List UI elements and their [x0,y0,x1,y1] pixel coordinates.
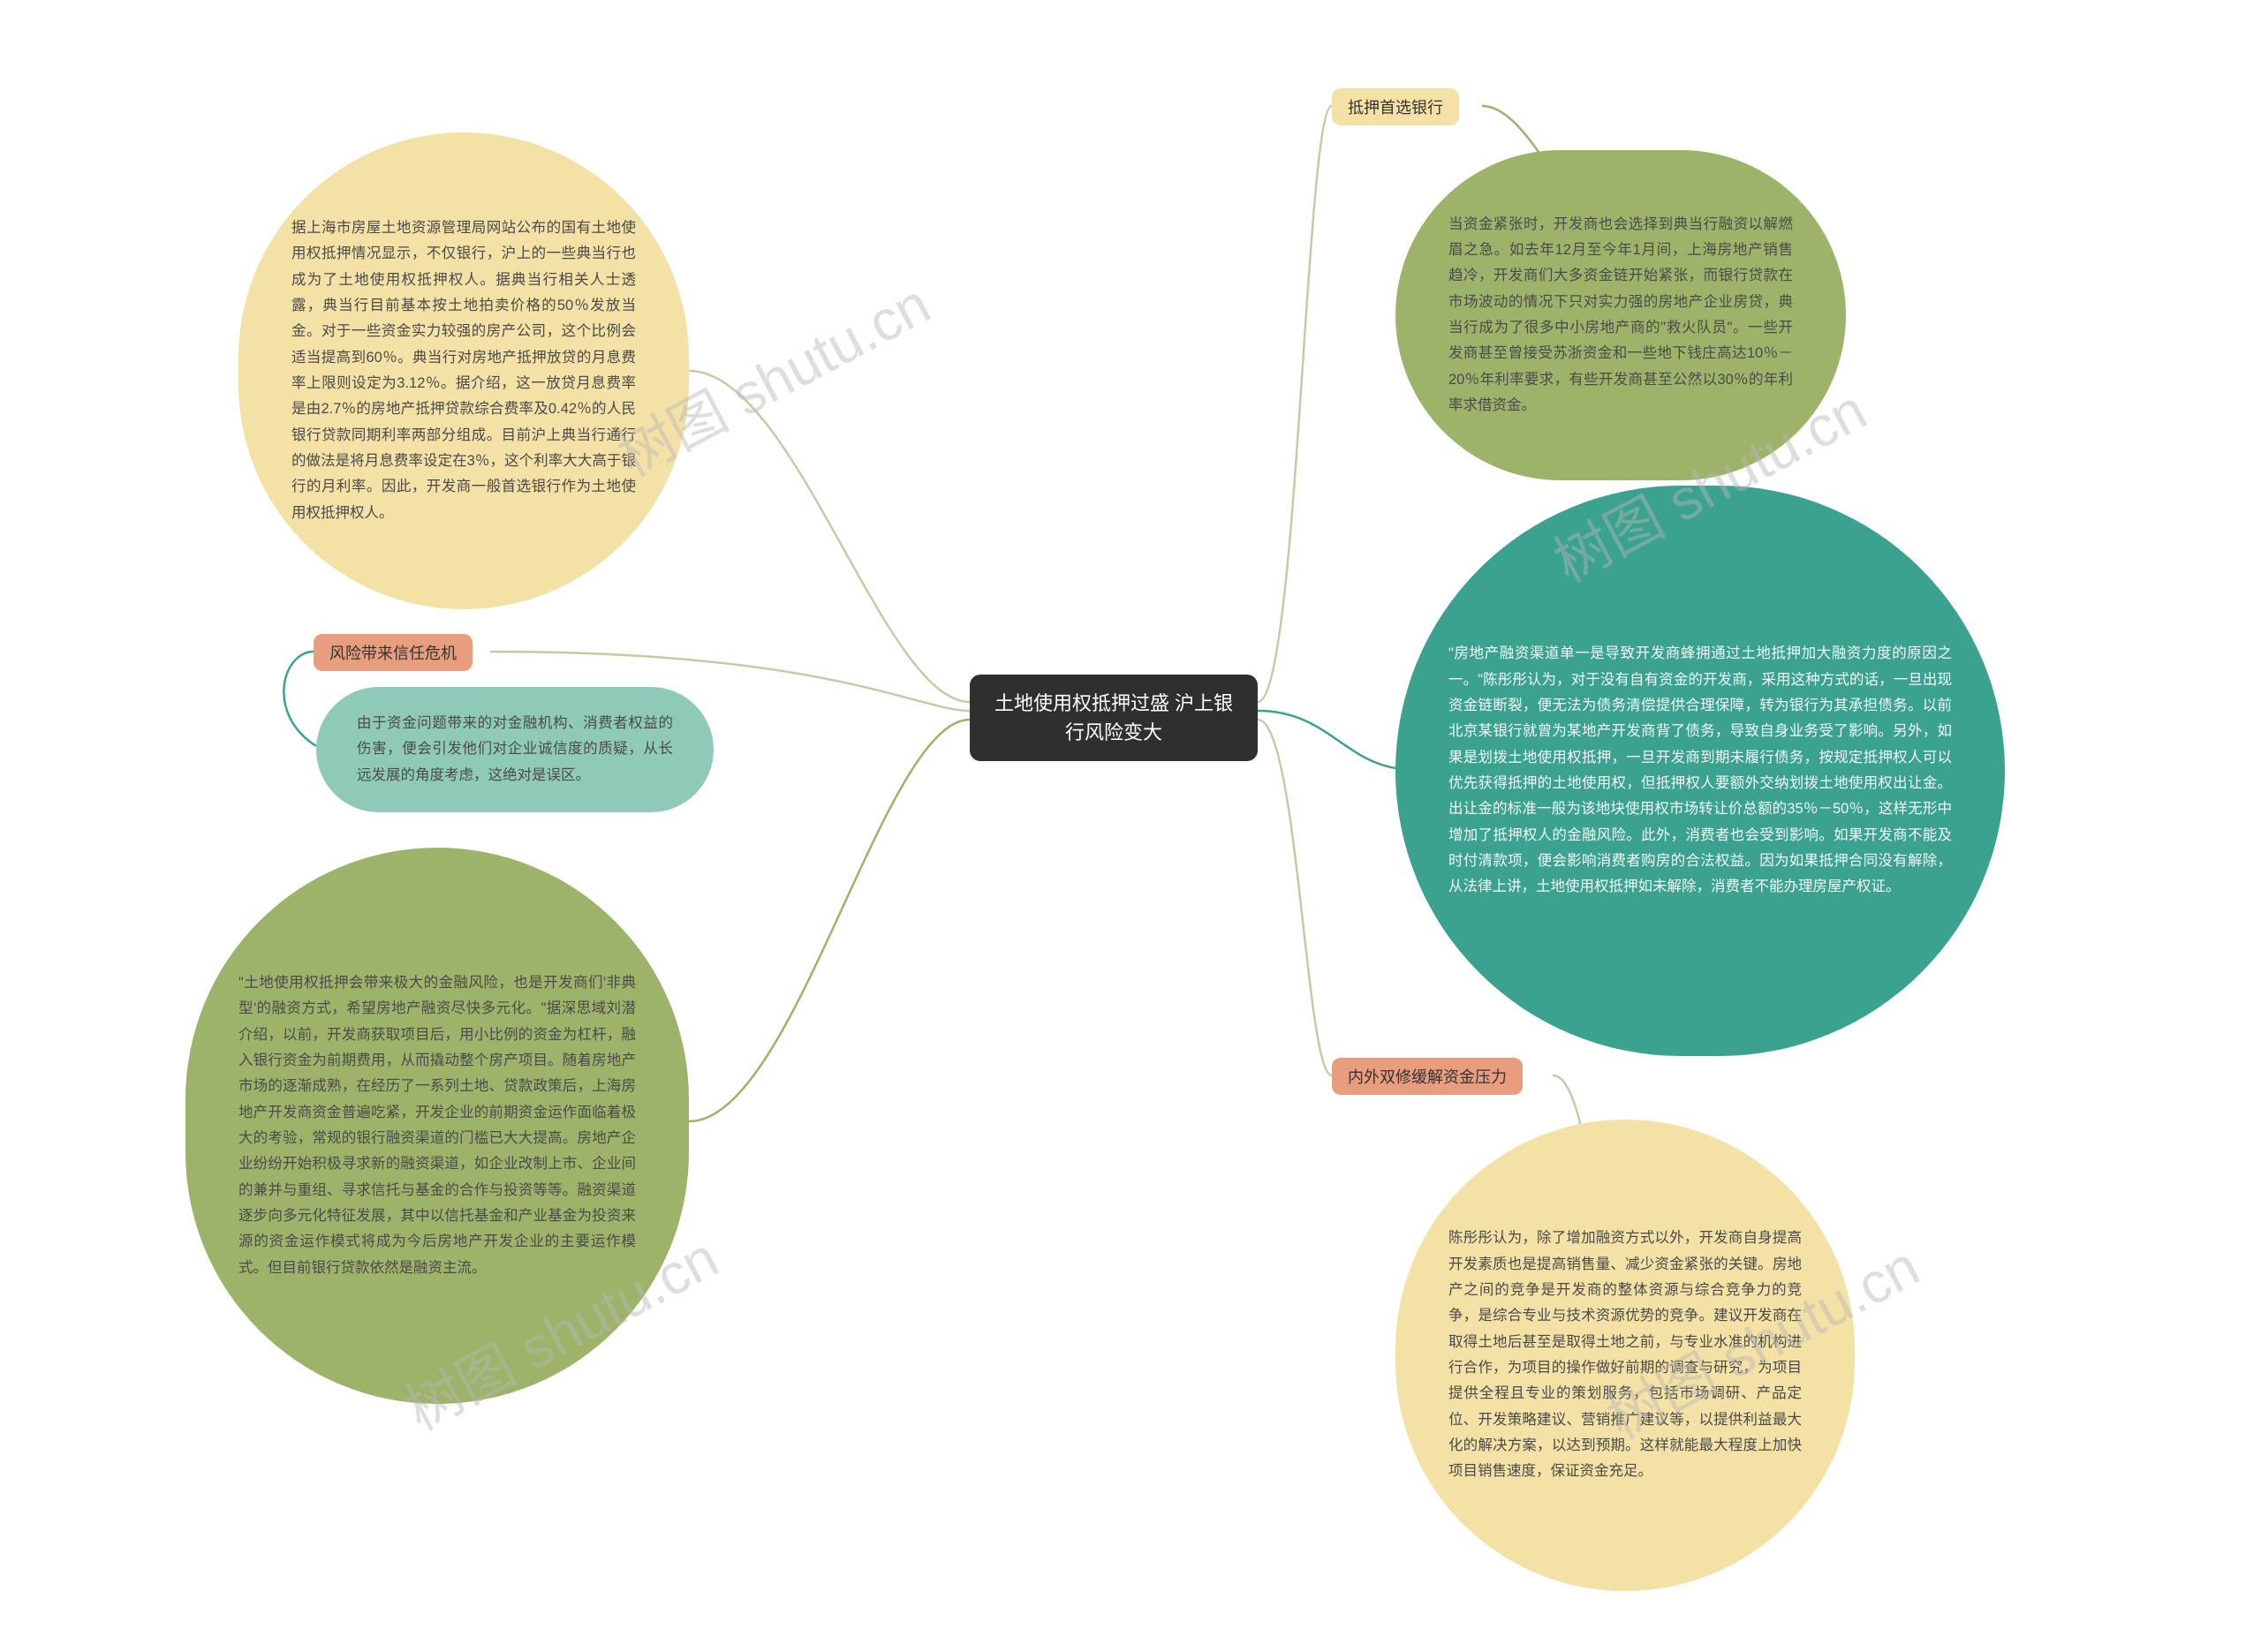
blob-text: 当资金紧张时，开发商也会选择到典当行融资以解燃眉之急。如去年12月至今年1月间，… [1448,212,1793,419]
tag-label: 抵押首选银行 [1348,99,1443,117]
blob-mid-left: 由于资金问题带来的对金融机构、消费者权益的伤害，便会引发他们对企业诚信度的质疑，… [316,687,714,812]
tag-mortgage-bank: 抵押首选银行 [1332,88,1459,125]
blob-text: "土地使用权抵押会带来极大的金融风险，也是开发商们'非典型'的融资方式，希望房地… [238,970,636,1281]
root-node: 土地使用权抵押过盛 沪上银行风险变大 [970,675,1258,761]
blob-top-left: 据上海市房屋土地资源管理局网站公布的国有土地使用权抵押情况显示，不仅银行，沪上的… [238,132,689,609]
blob-text: 据上海市房屋土地资源管理局网站公布的国有土地使用权抵押情况显示，不仅银行，沪上的… [291,215,636,526]
blob-text: "房地产融资渠道单一是导致开发商蜂拥通过土地抵押加大融资力度的原因之一。"陈彤彤… [1448,641,1952,901]
blob-top-right: 当资金紧张时，开发商也会选择到典当行融资以解燃眉之急。如去年12月至今年1月间，… [1395,150,1846,480]
tag-label: 风险带来信任危机 [329,645,457,662]
tag-label: 内外双修缓解资金压力 [1348,1068,1507,1086]
blob-mid-right: "房地产融资渠道单一是导致开发商蜂拥通过土地抵押加大融资力度的原因之一。"陈彤彤… [1395,486,2005,1056]
root-title: 土地使用权抵押过盛 沪上银行风险变大 [994,692,1233,743]
blob-text: 陈彤彤认为，除了增加融资方式以外，开发商自身提高开发素质也是提高销售量、减少资金… [1448,1226,1802,1485]
tag-dual-relief: 内外双修缓解资金压力 [1332,1058,1523,1095]
blob-bot-right: 陈彤彤认为，除了增加融资方式以外，开发商自身提高开发素质也是提高销售量、减少资金… [1395,1120,1855,1591]
blob-bot-left: "土地使用权抵押会带来极大的金融风险，也是开发商们'非典型'的融资方式，希望房地… [185,848,689,1404]
tag-risk-trust-crisis: 风险带来信任危机 [314,634,473,671]
blob-text: 由于资金问题带来的对金融机构、消费者权益的伤害，便会引发他们对企业诚信度的质疑，… [357,711,673,788]
